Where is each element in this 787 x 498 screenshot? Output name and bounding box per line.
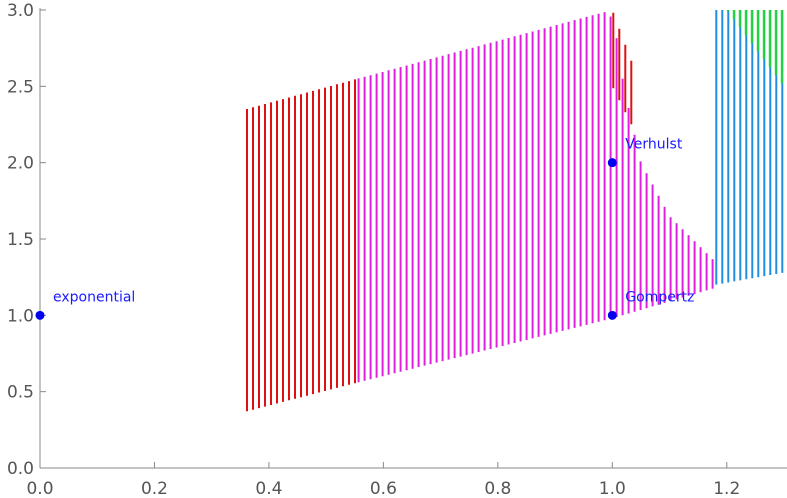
y-tick-label: 3.0 bbox=[7, 1, 34, 21]
point-verhulst bbox=[607, 158, 617, 168]
region-4 bbox=[726, 10, 783, 84]
region-2 bbox=[612, 12, 633, 125]
stability-regions bbox=[246, 10, 784, 412]
point-label-gompertz: Gompertz bbox=[625, 289, 694, 305]
x-tick-label: 1.0 bbox=[599, 479, 626, 498]
x-tick-label: 0.8 bbox=[484, 479, 511, 498]
y-tick-label: 2.5 bbox=[7, 77, 34, 97]
y-tick-label: 1.5 bbox=[7, 230, 34, 250]
point-gompertz bbox=[607, 310, 617, 320]
x-tick-label: 0.4 bbox=[255, 479, 282, 498]
point-label-verhulst: Verhulst bbox=[625, 137, 683, 153]
x-tick-label: 0.2 bbox=[141, 479, 168, 498]
x-tick-label: 0.0 bbox=[26, 479, 53, 498]
y-tick-label: 0.0 bbox=[7, 459, 34, 479]
region-1 bbox=[357, 12, 714, 383]
x-tick-label: 0.6 bbox=[370, 479, 397, 498]
region-3 bbox=[715, 10, 784, 285]
y-tick-label: 0.5 bbox=[7, 383, 34, 403]
region-0 bbox=[246, 79, 356, 412]
y-tick-label: 2.0 bbox=[7, 154, 34, 174]
y-tick-label: 1.0 bbox=[7, 306, 34, 326]
model-points: exponential Verhulst Gompertz bbox=[35, 137, 694, 320]
point-label-exponential: exponential bbox=[53, 289, 135, 305]
ticks: 0.0 0.2 0.4 0.6 0.8 1.0 1.2 0.0 0.5 1.0 1.5 2.0 2.5 3… bbox=[7, 1, 740, 498]
x-tick-label: 1.2 bbox=[713, 479, 740, 498]
point-exponential bbox=[35, 310, 45, 320]
